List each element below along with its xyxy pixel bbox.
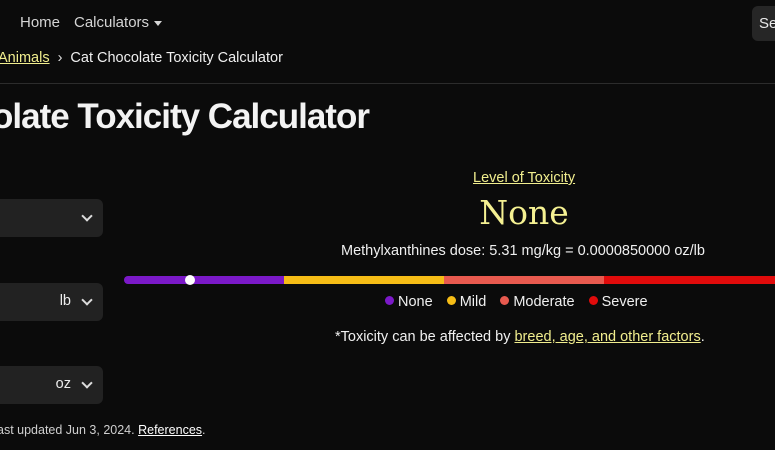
toxicity-marker xyxy=(185,275,195,285)
search-button[interactable]: Se xyxy=(752,6,775,41)
legend-dot-icon xyxy=(500,296,510,305)
weight-unit-value: lb xyxy=(59,293,71,309)
legend-item-mild: Mild xyxy=(446,294,487,310)
last-updated-suffix: . xyxy=(202,423,206,437)
breadcrumb-separator: › xyxy=(57,50,63,66)
legend-item-severe: Severe xyxy=(588,294,648,310)
breadcrumb: Animals › Cat Chocolate Toxicity Calculato… xyxy=(0,50,283,66)
legend-dot-icon xyxy=(385,296,394,305)
chocolate-type-select[interactable] xyxy=(0,199,103,237)
header-divider xyxy=(0,83,775,84)
toxicity-legend: None Mild Moderate Severe xyxy=(385,294,658,310)
nav-home-link[interactable]: Home xyxy=(20,14,61,31)
dose-readout: Methylxanthines dose: 5.31 mg/kg = 0.000… xyxy=(341,243,705,259)
toxicity-level-value: None xyxy=(479,193,569,232)
nav-calculators-label: Calculators xyxy=(74,14,150,31)
toxicity-note: *Toxicity can be affected by breed, age,… xyxy=(335,329,705,345)
page-title: olate Toxicity Calculator xyxy=(0,97,370,136)
caret-down-icon xyxy=(154,20,163,26)
chevron-down-icon xyxy=(81,294,93,306)
legend-dot-icon xyxy=(446,296,456,305)
references-link[interactable]: References xyxy=(138,423,203,437)
legend-label: None xyxy=(398,294,433,310)
toxicity-level-heading-link[interactable]: Level of Toxicity xyxy=(473,170,576,186)
legend-item-moderate: Moderate xyxy=(500,294,575,310)
amount-unit-select[interactable]: oz xyxy=(0,366,103,404)
legend-label: Moderate xyxy=(513,294,575,310)
toxicity-scale-bar xyxy=(124,275,775,285)
nav-calculators-dropdown[interactable]: Calculators xyxy=(74,14,163,31)
breadcrumb-animals-link[interactable]: Animals xyxy=(0,50,50,66)
legend-item-none: None xyxy=(385,294,433,310)
scale-segment-moderate xyxy=(444,276,604,284)
breadcrumb-current: Cat Chocolate Toxicity Calculator xyxy=(70,50,283,66)
legend-label: Severe xyxy=(601,294,648,310)
legend-label: Mild xyxy=(459,294,487,310)
chevron-down-icon xyxy=(81,210,93,222)
note-suffix: . xyxy=(700,329,705,345)
legend-dot-icon xyxy=(588,296,598,305)
top-navbar: Home Calculators Se xyxy=(0,0,775,46)
scale-segment-severe xyxy=(604,276,775,284)
last-updated-text: ast updated Jun 3, 2024. xyxy=(0,423,139,437)
scale-segment-mild xyxy=(284,276,444,284)
last-updated: ast updated Jun 3, 2024. References. xyxy=(0,423,206,437)
note-prefix: *Toxicity can be affected by xyxy=(335,329,515,345)
scale-segment-none xyxy=(124,276,284,284)
factors-link[interactable]: breed, age, and other factors xyxy=(514,329,701,345)
amount-unit-value: oz xyxy=(55,376,71,392)
weight-unit-select[interactable]: lb xyxy=(0,283,103,321)
chevron-down-icon xyxy=(81,377,93,389)
